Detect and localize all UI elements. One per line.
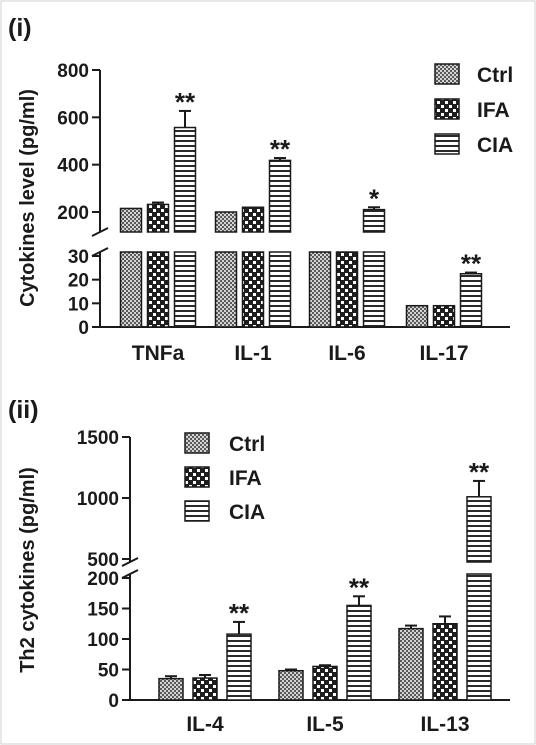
significance-marker: * — [369, 183, 380, 213]
x-tick-label: IL-5 — [306, 713, 344, 736]
x-tick-label: TNFa — [132, 342, 185, 365]
legend-label-cia: CIA — [477, 134, 513, 157]
y-tick-label: 1000 — [77, 489, 119, 510]
bar-il-17-cia — [459, 273, 483, 328]
panel-label: (i) — [8, 14, 32, 42]
y-tick-label: 20 — [68, 271, 89, 292]
bar-tnfa-ifa-lower — [146, 251, 170, 328]
bar-tnfa-cia-lower — [173, 251, 197, 328]
legend-label-ctrl: Ctrl — [477, 64, 513, 87]
x-tick-label: IL-6 — [328, 342, 365, 365]
y-tick-label: 200 — [57, 203, 89, 224]
bar-il-6-cia-lower — [362, 251, 386, 328]
legend-swatch-ifa — [184, 466, 210, 488]
bar-il-4-cia — [226, 633, 252, 701]
significance-marker: ** — [270, 134, 291, 164]
bar-il-13-ifa — [432, 623, 458, 701]
axis-break-mark — [121, 557, 139, 567]
bar-il-17-ctrl — [405, 304, 429, 328]
legend-swatch-ifa — [434, 98, 460, 120]
bar-il-5-ctrl — [278, 669, 304, 701]
y-tick-label: 0 — [78, 318, 89, 339]
y-tick-label: 10 — [68, 294, 89, 315]
bar-il-6-ifa-lower — [335, 251, 359, 328]
bar-il-13-cia-lower — [466, 573, 492, 701]
y-tick-label: 1500 — [77, 428, 119, 449]
bar-tnfa-cia — [173, 126, 197, 233]
bar-tnfa-ctrl — [119, 207, 143, 233]
panel-label: (ii) — [8, 396, 39, 424]
legend-label-ctrl: Ctrl — [229, 433, 265, 456]
bar-il-1-ifa — [241, 206, 265, 233]
legend-swatch-cia — [184, 500, 210, 522]
y-tick-label: 800 — [57, 61, 89, 82]
legend-swatch-cia — [434, 133, 460, 155]
x-tick-label: IL-4 — [186, 713, 224, 736]
bar-tnfa-ifa — [146, 203, 170, 233]
legend-label-cia: CIA — [229, 501, 265, 524]
bar-il-1-ctrl — [214, 211, 238, 233]
bar-il-6-ctrl-lower — [308, 251, 332, 328]
y-axis-label: Cytokines level (pg/ml) — [17, 89, 39, 307]
y-tick-label: 150 — [87, 600, 119, 621]
y-tick-label: 500 — [87, 550, 119, 571]
axis-break-mark — [91, 227, 109, 237]
bar-il-1-cia-lower — [268, 251, 292, 328]
x-tick-label: IL-17 — [419, 342, 468, 365]
y-tick-label: 100 — [87, 630, 119, 651]
legend-label-ifa: IFA — [229, 467, 262, 490]
x-tick-label: IL-1 — [234, 342, 272, 365]
y-tick-label: 400 — [57, 156, 89, 177]
y-tick-label: 200 — [87, 569, 119, 590]
y-tick-label: 50 — [98, 661, 119, 682]
significance-marker: ** — [461, 249, 482, 279]
bar-il-4-ifa — [192, 677, 218, 701]
legend-label-ifa: IFA — [477, 99, 510, 122]
bar-il-4-ctrl — [158, 677, 184, 701]
y-tick-label: 0 — [108, 691, 119, 712]
axis-break-mark — [121, 569, 139, 579]
bar-il-1-ctrl-lower — [214, 251, 238, 328]
significance-marker: ** — [469, 457, 490, 487]
significance-marker: ** — [229, 598, 250, 628]
bar-il-17-ifa — [432, 304, 456, 328]
bar-tnfa-ctrl-lower — [119, 251, 143, 328]
axis-break-mark — [91, 247, 109, 257]
y-tick-label: 30 — [68, 247, 89, 268]
bar-il-13-ctrl — [398, 627, 424, 701]
y-axis-label: Th2 cytokines (pg/ml) — [17, 467, 39, 673]
y-tick-label: 600 — [57, 108, 89, 129]
legend-swatch-ctrl — [434, 63, 460, 85]
bar-il-1-cia — [268, 159, 292, 233]
bar-il-1-ifa-lower — [241, 251, 265, 328]
bar-il-5-ifa — [312, 665, 338, 701]
bar-il-5-cia — [346, 604, 372, 701]
x-tick-label: IL-13 — [420, 713, 469, 736]
significance-marker: ** — [175, 87, 196, 117]
bar-il-13-cia — [466, 496, 492, 563]
significance-marker: ** — [349, 572, 370, 602]
legend-swatch-ctrl — [184, 432, 210, 454]
